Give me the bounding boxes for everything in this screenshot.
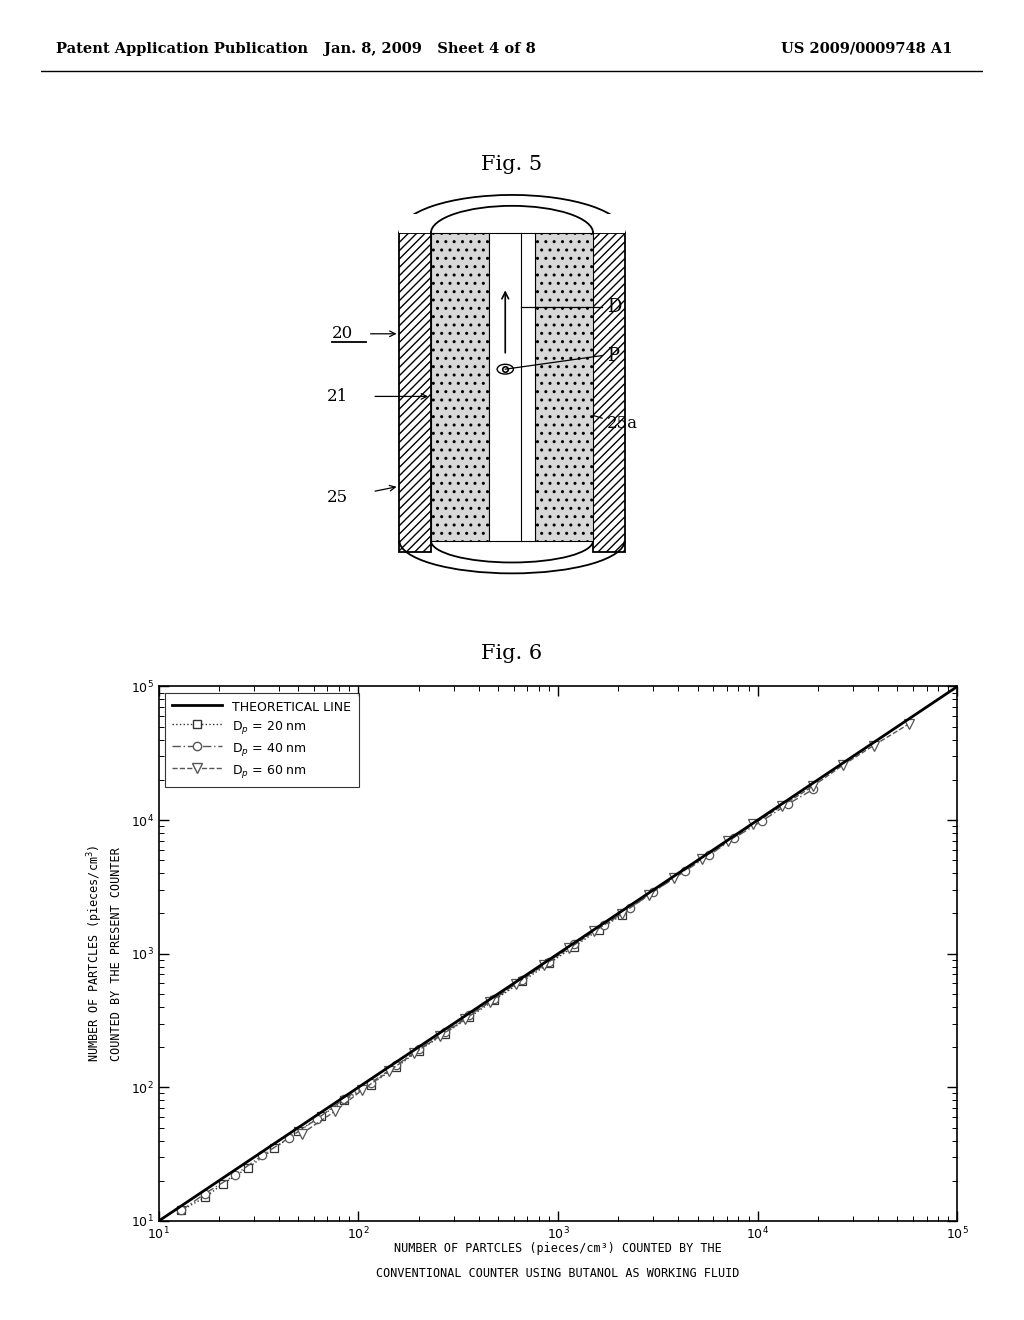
Polygon shape bbox=[431, 234, 489, 541]
Polygon shape bbox=[489, 234, 535, 541]
Text: 25: 25 bbox=[328, 488, 348, 506]
Y-axis label: NUMBER OF PARTCLES (pieces/cm$^3$)
COUNTED BY THE PRESENT COUNTER: NUMBER OF PARTCLES (pieces/cm$^3$) COUNT… bbox=[85, 845, 123, 1063]
Polygon shape bbox=[593, 214, 625, 234]
Text: D: D bbox=[606, 297, 621, 315]
Polygon shape bbox=[399, 234, 431, 552]
Text: P: P bbox=[606, 347, 618, 364]
Polygon shape bbox=[593, 234, 625, 552]
Text: Patent Application Publication: Patent Application Publication bbox=[56, 42, 308, 55]
Legend: THEORETICAL LINE, D$_p$ = 20 nm, D$_p$ = 40 nm, D$_p$ = 60 nm: THEORETICAL LINE, D$_p$ = 20 nm, D$_p$ =… bbox=[165, 693, 359, 787]
Text: Jan. 8, 2009   Sheet 4 of 8: Jan. 8, 2009 Sheet 4 of 8 bbox=[325, 42, 536, 55]
Text: US 2009/0009748 A1: US 2009/0009748 A1 bbox=[781, 42, 952, 55]
Text: Fig. 5: Fig. 5 bbox=[481, 156, 543, 174]
Text: 20: 20 bbox=[332, 325, 353, 342]
Text: Fig. 6: Fig. 6 bbox=[481, 644, 543, 663]
Text: 25a: 25a bbox=[606, 414, 638, 432]
Text: CONVENTIONAL COUNTER USING BUTANOL AS WORKING FLUID: CONVENTIONAL COUNTER USING BUTANOL AS WO… bbox=[377, 1267, 739, 1280]
Text: NUMBER OF PARTCLES (pieces/cm³) COUNTED BY THE: NUMBER OF PARTCLES (pieces/cm³) COUNTED … bbox=[394, 1242, 722, 1255]
Text: 21: 21 bbox=[328, 388, 348, 405]
Polygon shape bbox=[535, 234, 593, 541]
Polygon shape bbox=[399, 214, 431, 234]
